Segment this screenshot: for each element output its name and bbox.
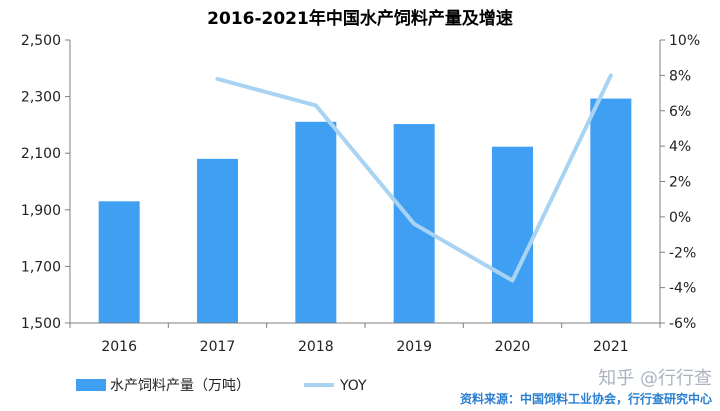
right-tick-label: 8% [669, 68, 691, 84]
x-tick-label-2018: 2018 [298, 339, 334, 355]
axes [69, 40, 661, 324]
legend-bar-label: 水产饲料产量（万吨） [110, 378, 250, 394]
bar-2017 [197, 158, 238, 323]
chart-title: 2016-2021年中国水产饲料产量及增速 [207, 8, 513, 29]
right-tick-label: 0% [669, 210, 691, 226]
bar-2020 [492, 146, 533, 323]
x-tick-label-2019: 2019 [396, 339, 432, 355]
left-tick-label: 1,500 [21, 316, 61, 332]
bar-2021 [590, 98, 632, 324]
left-tick-label: 1,900 [21, 203, 61, 219]
x-tick-label-2017: 2017 [200, 339, 236, 355]
x-axis-ticks: 2016 2017 2018 2019 2020 2021 [69, 323, 661, 355]
yoy-line-series [215, 73, 613, 283]
right-tick-label: 4% [669, 139, 691, 155]
legend-bar-swatch [76, 379, 106, 391]
right-tick-label: -6% [669, 316, 696, 332]
right-tick-label: -4% [669, 281, 696, 297]
left-tick-label: 1,700 [21, 259, 61, 275]
watermark: 知乎 @行行查 [598, 368, 712, 389]
right-tick-label: 2% [669, 175, 691, 191]
left-tick-label: 2,100 [21, 146, 61, 162]
left-tick-label: 2,500 [21, 33, 61, 49]
legend-line-label: YOY [339, 378, 367, 394]
x-tick-label-2016: 2016 [101, 339, 137, 355]
source-note: 资料来源：中国饲料工业协会，行行查研究中心 [460, 391, 712, 406]
left-tick-label: 2,300 [21, 90, 61, 106]
bar-2016 [98, 201, 140, 323]
right-tick-label: 10% [669, 33, 700, 49]
left-axis-ticks: 1,500 1,700 1,900 2,100 2,300 2,500 [21, 33, 70, 332]
legend: 水产饲料产量（万吨） YOY [76, 378, 367, 394]
right-tick-label: -2% [669, 245, 696, 261]
bar-2018 [295, 121, 337, 323]
right-tick-label: 6% [669, 104, 691, 120]
bar-series [98, 98, 632, 324]
x-tick-label-2021: 2021 [593, 339, 629, 355]
right-axis-ticks: -6% -4% -2% 0% 2% 4% 6% 8% 10% [660, 33, 700, 332]
x-tick-label-2020: 2020 [495, 339, 531, 355]
